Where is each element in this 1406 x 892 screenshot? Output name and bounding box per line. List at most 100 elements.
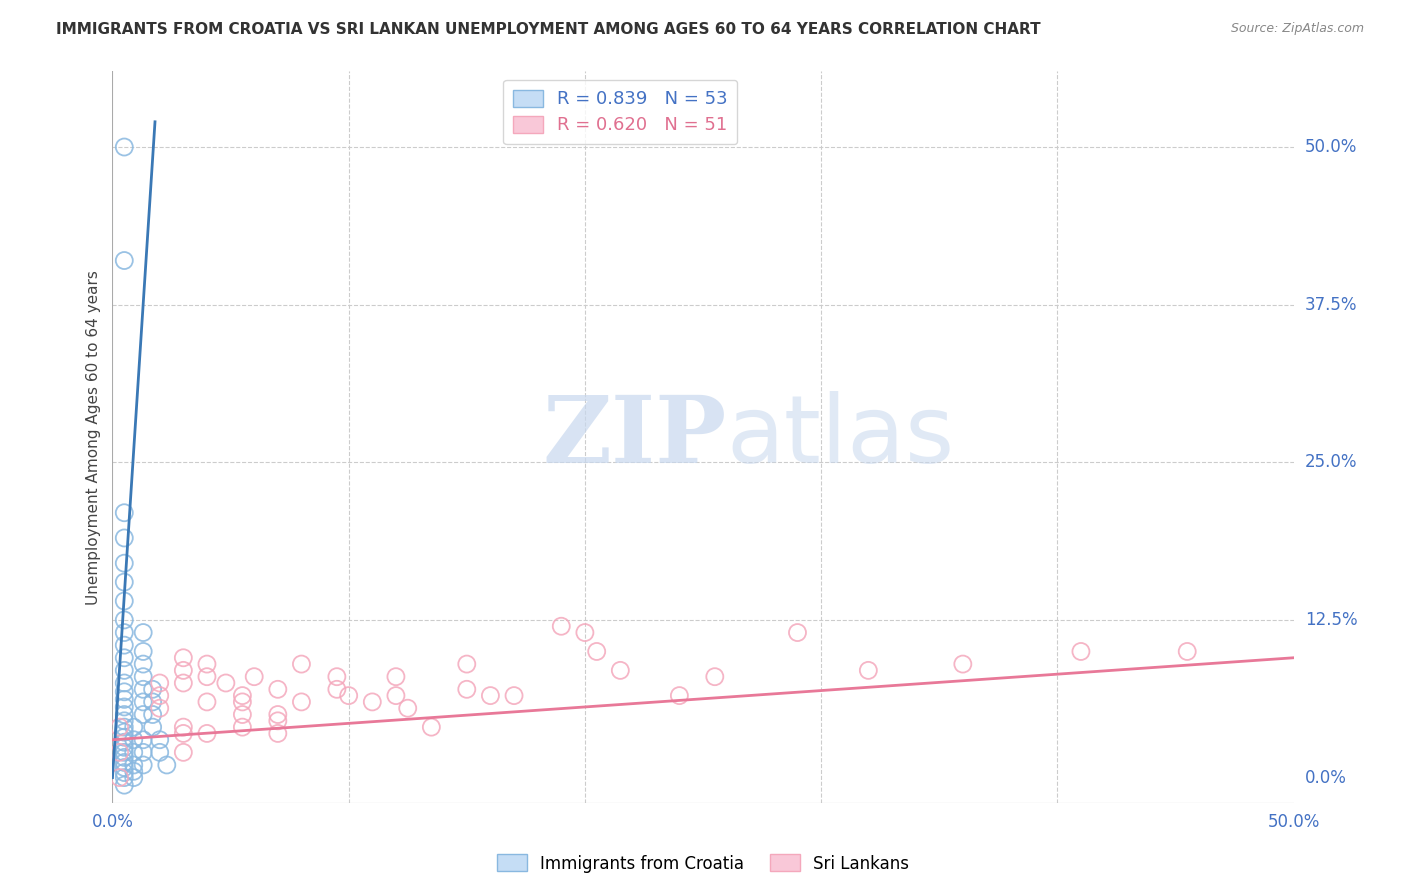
Point <box>112 760 135 774</box>
Point <box>550 619 572 633</box>
Point <box>132 732 155 747</box>
Point <box>267 726 290 740</box>
Point <box>456 657 478 671</box>
Point <box>112 720 135 734</box>
Point <box>326 682 349 697</box>
Point <box>142 682 165 697</box>
Point <box>132 758 155 772</box>
Point <box>112 771 135 785</box>
Point <box>112 253 135 268</box>
Point <box>267 707 290 722</box>
Point <box>231 689 253 703</box>
Point <box>112 700 135 714</box>
Point <box>503 689 526 703</box>
Point <box>112 594 135 608</box>
Text: Source: ZipAtlas.com: Source: ZipAtlas.com <box>1230 22 1364 36</box>
Point <box>112 778 135 792</box>
Point <box>122 771 145 785</box>
Point <box>112 692 135 706</box>
Point <box>132 670 155 684</box>
Point <box>195 670 218 684</box>
Point <box>132 707 155 722</box>
Text: 37.5%: 37.5% <box>1305 295 1357 314</box>
Point <box>112 664 135 678</box>
Point <box>112 506 135 520</box>
Point <box>172 664 194 678</box>
Point <box>267 682 290 697</box>
Point <box>112 531 135 545</box>
Point <box>132 657 155 671</box>
Point <box>703 670 725 684</box>
Point <box>172 676 194 690</box>
Point <box>112 765 135 780</box>
Legend: R = 0.839   N = 53, R = 0.620   N = 51: R = 0.839 N = 53, R = 0.620 N = 51 <box>503 79 737 145</box>
Point <box>195 726 218 740</box>
Point <box>149 701 172 715</box>
Point <box>231 695 253 709</box>
Point <box>122 758 145 772</box>
Point <box>456 682 478 697</box>
Text: 0.0%: 0.0% <box>1305 769 1347 787</box>
Point <box>112 707 135 722</box>
Point <box>574 625 596 640</box>
Point <box>172 720 194 734</box>
Point <box>132 745 155 759</box>
Point <box>337 689 360 703</box>
Point <box>396 701 419 715</box>
Point <box>142 695 165 709</box>
Legend: Immigrants from Croatia, Sri Lankans: Immigrants from Croatia, Sri Lankans <box>491 847 915 880</box>
Point <box>112 745 135 759</box>
Point <box>290 695 312 709</box>
Point <box>142 707 165 722</box>
Point <box>420 720 443 734</box>
Point <box>1070 644 1092 658</box>
Text: 25.0%: 25.0% <box>1305 453 1357 471</box>
Point <box>112 575 135 590</box>
Point <box>172 650 194 665</box>
Point <box>231 707 253 722</box>
Point <box>1175 644 1198 658</box>
Text: 12.5%: 12.5% <box>1305 611 1357 629</box>
Point <box>172 726 194 740</box>
Point <box>112 625 135 640</box>
Point <box>132 644 155 658</box>
Point <box>149 689 172 703</box>
Point <box>112 676 135 690</box>
Point <box>112 740 135 755</box>
Point <box>112 730 135 744</box>
Point <box>585 644 607 658</box>
Y-axis label: Unemployment Among Ages 60 to 64 years: Unemployment Among Ages 60 to 64 years <box>86 269 101 605</box>
Text: 50.0%: 50.0% <box>1305 138 1357 156</box>
Point <box>122 764 145 779</box>
Point <box>112 735 135 749</box>
Point <box>326 670 349 684</box>
Point <box>112 714 135 728</box>
Point <box>122 720 145 734</box>
Point <box>479 689 502 703</box>
Point <box>122 745 145 759</box>
Point <box>195 695 218 709</box>
Point <box>112 750 135 764</box>
Point <box>215 676 238 690</box>
Point <box>385 670 408 684</box>
Point <box>112 140 135 154</box>
Point <box>112 638 135 652</box>
Point <box>172 745 194 759</box>
Point <box>132 695 155 709</box>
Point <box>361 695 384 709</box>
Point <box>112 650 135 665</box>
Point <box>786 625 808 640</box>
Point <box>267 714 290 728</box>
Point <box>112 725 135 739</box>
Point <box>290 657 312 671</box>
Point <box>952 657 974 671</box>
Point <box>132 682 155 697</box>
Point <box>609 664 631 678</box>
Point <box>108 745 131 759</box>
Text: atlas: atlas <box>727 391 955 483</box>
Point <box>112 613 135 627</box>
Point <box>112 756 135 770</box>
Point <box>108 720 131 734</box>
Point <box>668 689 690 703</box>
Point <box>112 556 135 570</box>
